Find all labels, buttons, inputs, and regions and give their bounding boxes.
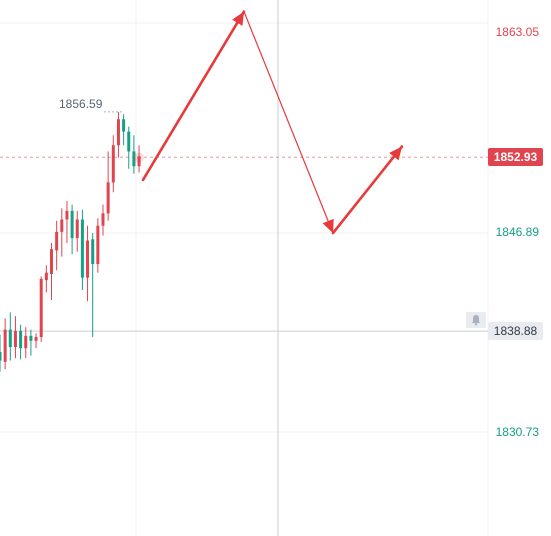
candle-body [3, 329, 7, 362]
grid-lines [0, 0, 489, 536]
candle-body [24, 335, 28, 349]
bell-icon [472, 315, 480, 326]
candle-body [122, 119, 126, 132]
candle-body [55, 231, 59, 251]
candle-body [91, 239, 95, 265]
candle-body [29, 335, 33, 341]
candle-body [101, 213, 105, 226]
projection-arrowhead [322, 218, 334, 234]
projection-arrows [141, 10, 404, 235]
projection-arrowhead [389, 146, 402, 161]
candle-body [8, 329, 12, 347]
candle-body [13, 330, 17, 347]
live-price-dot [137, 155, 142, 160]
price-alert-button[interactable] [466, 312, 486, 328]
candle-body [137, 157, 141, 167]
candle-body [96, 225, 100, 265]
candle-body [65, 210, 69, 220]
projection-segment [331, 145, 404, 235]
axis-tick-label: 1830.73 [495, 425, 539, 439]
crosshair-price-tag: 1838.88 [488, 322, 543, 341]
candle-body [60, 219, 64, 232]
candle-body [44, 272, 48, 281]
current-price-tag: 1852.93 [488, 148, 543, 167]
projection-arrowhead [232, 11, 244, 26]
projection-segment [141, 10, 246, 182]
candle-body [86, 240, 90, 278]
candles-layer [0, 111, 145, 372]
candle-body [111, 145, 115, 183]
candle-body [0, 351, 2, 361]
peak-price-label: 1856.59 [59, 97, 103, 111]
candle-body [132, 151, 136, 167]
candle-body [127, 131, 131, 152]
axis-tick-label: 1846.89 [495, 225, 539, 239]
projection-segment [243, 10, 334, 234]
candle-body [50, 249, 53, 274]
candle-body [75, 219, 79, 239]
axis-tick-label: 1863.05 [495, 25, 539, 39]
candle-body [19, 330, 23, 349]
candle-body [39, 278, 43, 338]
candle-body [80, 219, 84, 278]
candle-body [34, 337, 38, 341]
candle-body [106, 182, 110, 214]
candle-body [116, 119, 120, 146]
candle-body [70, 210, 74, 239]
